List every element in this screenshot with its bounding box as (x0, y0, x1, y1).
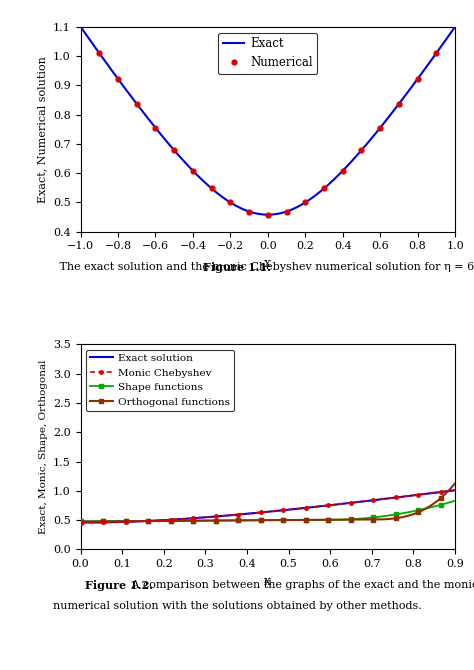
Monic Chebyshev (258, 509, 264, 517)
Exact solution (280, 507, 286, 515)
Line: Shape functions: Shape functions (79, 498, 457, 523)
Numerical (283, 208, 289, 216)
Exact (385, 114, 391, 122)
Text: The exact solution and the monic Chebyshev numerical solution for η = 6.: The exact solution and the monic Chebysh… (55, 262, 474, 272)
Numerical (396, 100, 401, 108)
Shape functions (301, 516, 306, 524)
Exact solution (255, 509, 261, 517)
Shape functions (78, 517, 83, 525)
Text: numerical solution with the solutions obtained by other methods.: numerical solution with the solutions ob… (53, 601, 421, 611)
Shape functions (280, 516, 286, 524)
Numerical (377, 124, 383, 132)
Exact (258, 210, 264, 218)
Exact solution (443, 487, 449, 495)
Exact (264, 210, 270, 218)
Monic Chebyshev (443, 487, 449, 495)
Exact solution (385, 494, 391, 502)
Numerical (302, 198, 308, 206)
Line: Exact: Exact (81, 27, 455, 214)
Orthogonal functions (385, 515, 391, 523)
Orthogonal functions (301, 516, 306, 524)
Orthogonal functions (78, 517, 83, 525)
Line: Monic Chebyshev: Monic Chebyshev (79, 488, 457, 525)
Exact solution (258, 509, 264, 517)
Monic Chebyshev (301, 504, 306, 512)
Text: Figure 1.2.: Figure 1.2. (85, 580, 153, 590)
Orthogonal functions (280, 516, 286, 524)
Exact (444, 34, 450, 42)
Text: Figure 1.1.: Figure 1.1. (203, 262, 271, 273)
Numerical (358, 146, 364, 154)
Monic Chebyshev (255, 509, 261, 517)
Numerical (171, 146, 177, 154)
Numerical (265, 210, 271, 218)
Orthogonal functions (452, 479, 458, 487)
Monic Chebyshev (78, 519, 83, 527)
Exact (281, 208, 287, 216)
Orthogonal functions (258, 517, 264, 525)
Text: A comparison between the graphs of the exact and the monic Chebyshev: A comparison between the graphs of the e… (128, 580, 474, 590)
Exact solution (78, 519, 83, 527)
Orthogonal functions (255, 517, 261, 525)
Monic Chebyshev (280, 506, 286, 514)
X-axis label: x: x (264, 575, 271, 588)
Numerical (190, 167, 196, 175)
Numerical (321, 184, 327, 192)
Exact solution (452, 486, 458, 494)
Line: Numerical: Numerical (97, 51, 439, 217)
Numerical (153, 124, 158, 132)
Numerical (134, 100, 139, 108)
Numerical (115, 75, 121, 83)
Numerical (96, 49, 102, 57)
Y-axis label: Exact, Numerical solution: Exact, Numerical solution (37, 56, 47, 203)
Numerical (246, 208, 252, 216)
Numerical (228, 198, 233, 206)
Legend: Exact solution, Monic Chebyshev, Shape functions, Orthogonal functions: Exact solution, Monic Chebyshev, Shape f… (86, 350, 234, 411)
Shape functions (452, 496, 458, 505)
Shape functions (255, 517, 261, 525)
Exact (301, 199, 307, 207)
Shape functions (443, 499, 449, 507)
Line: Orthogonal functions: Orthogonal functions (79, 481, 457, 524)
Legend: Exact, Numerical: Exact, Numerical (218, 33, 318, 74)
Numerical (415, 75, 420, 83)
Monic Chebyshev (385, 494, 391, 502)
X-axis label: x: x (264, 257, 271, 270)
Exact (452, 23, 458, 31)
Shape functions (258, 517, 264, 525)
Exact (255, 210, 261, 218)
Exact solution (301, 504, 306, 512)
Orthogonal functions (443, 489, 449, 497)
Numerical (340, 167, 346, 175)
Shape functions (385, 512, 391, 520)
Numerical (433, 49, 439, 57)
Exact (78, 23, 83, 31)
Y-axis label: Exact, Monic, Shape, Orthogonal: Exact, Monic, Shape, Orthogonal (38, 360, 47, 534)
Numerical (209, 184, 214, 192)
Monic Chebyshev (452, 486, 458, 494)
Line: Exact solution: Exact solution (81, 490, 455, 523)
